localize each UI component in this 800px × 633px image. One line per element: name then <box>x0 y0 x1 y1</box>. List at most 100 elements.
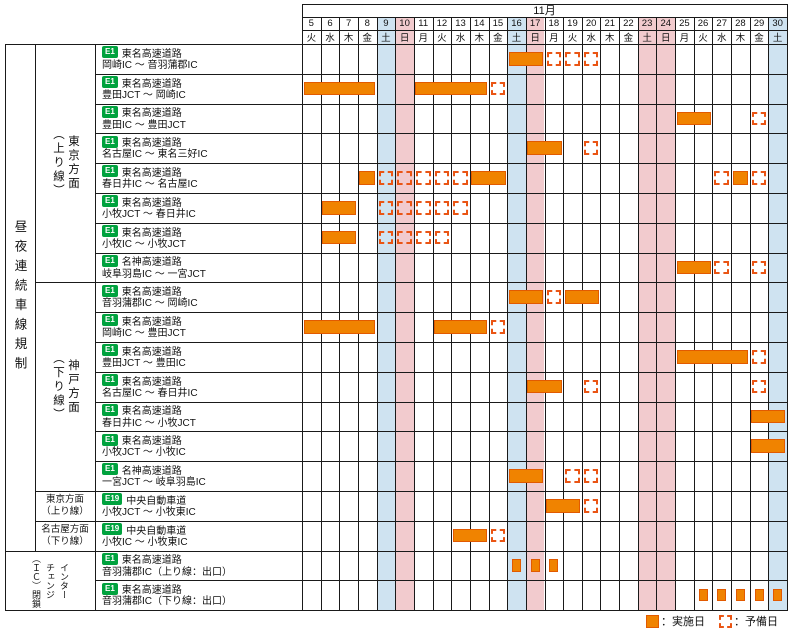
grid-line <box>451 17 453 611</box>
grid-line <box>731 17 733 611</box>
reserve-bar <box>751 111 767 126</box>
direction-group-label: 東京方面 （上り線） <box>35 491 95 521</box>
dow-cell: 土 <box>381 33 391 44</box>
grid-line <box>95 133 788 135</box>
work-bar <box>434 320 488 334</box>
grid-line <box>5 550 788 552</box>
ic-closure-mark <box>698 588 708 602</box>
dow-cell: 土 <box>511 33 522 44</box>
road-name: 中央自動車道 <box>126 495 187 507</box>
row-label: E1 名神高速道路 岐阜羽島IC ～ 一宮JCT <box>95 253 302 283</box>
date-cell: 17 <box>529 18 541 29</box>
ic-closure-mark <box>549 559 559 572</box>
grid-line <box>507 17 509 611</box>
reserve-bar <box>583 52 599 66</box>
road-name: 名神高速道路 <box>121 465 182 477</box>
reserve-bar <box>565 52 580 66</box>
date-cell: 16 <box>511 18 522 29</box>
road-section: 小牧JCT ～ 小牧IC <box>102 447 186 459</box>
grid-line <box>469 17 471 611</box>
work-bar <box>751 439 786 453</box>
route-number-badge: E1 <box>102 582 118 595</box>
dow-cell: 木 <box>735 33 746 44</box>
ic-closure-text: インター チェンジ （ＩＣ）閉鎖 <box>29 554 71 608</box>
road-name: 東名高速道路 <box>121 376 182 388</box>
road-section: 名古屋IC ～ 春日井IC <box>102 387 198 399</box>
road-name: 東名高速道路 <box>121 436 182 448</box>
reserve-bar <box>434 230 450 245</box>
ic-closure-line2: チェンジ <box>45 562 55 599</box>
dow-cell: 日 <box>530 33 540 44</box>
work-bar <box>415 81 488 96</box>
date-cell: 9 <box>383 18 389 29</box>
grid-line <box>712 17 714 611</box>
road-name: 東名高速道路 <box>121 406 182 418</box>
date-cell: 6 <box>327 18 333 29</box>
date-cell: 29 <box>753 18 765 29</box>
dow-cell: 水 <box>586 33 596 44</box>
dow-cell: 火 <box>437 33 447 44</box>
dow-cell: 火 <box>567 33 578 44</box>
reserve-bar <box>415 171 431 185</box>
grid-line <box>693 17 695 611</box>
reserve-bar <box>565 469 580 483</box>
reserve-bar <box>583 499 599 513</box>
date-cell: 28 <box>735 18 746 29</box>
grid-line <box>95 461 788 463</box>
grid-line <box>5 44 788 45</box>
road-section: 岡崎IC ～ 音羽蒲郡IC <box>102 60 198 71</box>
route-number-badge: E1 <box>102 433 118 446</box>
grid-line <box>95 252 788 254</box>
grid-line <box>35 282 788 284</box>
reserve-bar <box>397 230 412 245</box>
work-bar <box>508 290 543 304</box>
grid-line <box>95 73 788 75</box>
grid-line <box>35 520 788 522</box>
legend-reserve-label: ：予備日 <box>734 616 778 628</box>
regulation-type-label: 昼夜連続車線規制 <box>5 44 35 551</box>
route-number-badge: E1 <box>102 46 118 59</box>
dow-cell: 金 <box>754 33 764 44</box>
date-cell: 24 <box>660 18 672 29</box>
ic-closure-mark <box>717 588 727 602</box>
dow-cell: 土 <box>642 33 652 44</box>
grid-line <box>95 342 788 343</box>
row-label: E1 東名高速道路 小牧JCT ～ 小牧IC <box>95 431 302 461</box>
reserve-bar <box>378 201 394 215</box>
grid-line <box>339 17 341 611</box>
reserve-bar <box>583 141 599 155</box>
road-section: 岐阜羽島IC ～ 一宮JCT <box>102 268 206 280</box>
regulation-type-text: 昼夜連続車線規制 <box>12 219 27 376</box>
row-label: E1 東名高速道路 岡崎IC ～ 音羽蒲郡IC <box>95 44 302 74</box>
road-section: 春日井IC ～ 小牧JCT <box>102 417 196 429</box>
route-number-badge: E1 <box>102 254 118 267</box>
row-label: E1 東名高速道路 名古屋IC ～ 東名三好IC <box>95 133 302 163</box>
work-bar <box>508 52 543 66</box>
grid-line <box>5 610 788 612</box>
route-number-badge: E1 <box>102 552 118 565</box>
ic-closure-mark <box>530 559 540 572</box>
grid-line <box>95 44 96 611</box>
grid-line <box>619 17 621 611</box>
work-bar <box>508 469 543 483</box>
road-section: 音羽蒲郡IC（上り線：出口） <box>102 566 232 578</box>
ic-closure-mark <box>773 588 783 602</box>
dow-cell: 日 <box>660 33 671 44</box>
road-name: 東名高速道路 <box>121 585 182 597</box>
grid-line <box>563 17 565 611</box>
grid-line <box>488 17 490 611</box>
grid-line <box>95 103 788 105</box>
row-label: E1 東名高速道路 小牧IC ～ 小牧JCT <box>95 223 302 253</box>
work-bar <box>322 230 357 245</box>
grid-line <box>787 17 788 611</box>
work-bar <box>676 260 711 275</box>
dow-cell: 木 <box>343 33 354 44</box>
ic-closure-line1: インター <box>59 562 69 599</box>
grid-line <box>395 17 397 611</box>
grid-line <box>637 17 639 611</box>
road-section: 一宮JCT ～ 岐阜羽島IC <box>102 477 206 489</box>
grid-line <box>95 401 788 403</box>
reserve-bar <box>751 260 767 275</box>
dow-cell: 月 <box>549 33 559 44</box>
reserve-bar <box>397 171 412 185</box>
